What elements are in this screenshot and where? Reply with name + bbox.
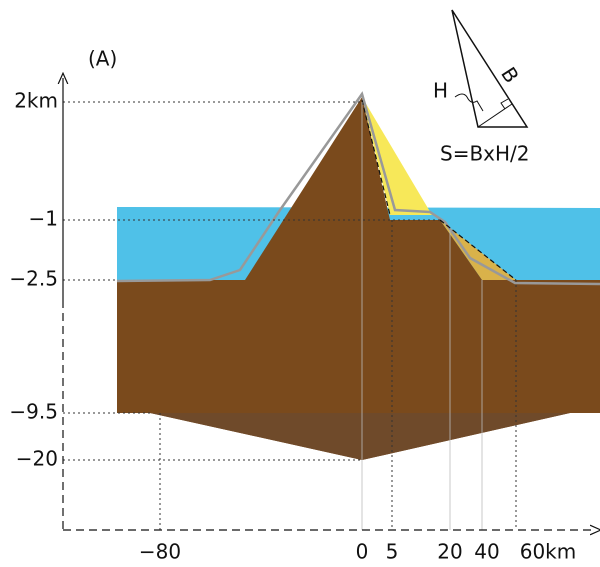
original-profile (439, 219, 517, 281)
y-label: −20 (16, 447, 58, 471)
x-label: 0 (356, 540, 369, 564)
crust (117, 97, 600, 460)
inset-base-label: B (496, 63, 524, 88)
inset-formula: S=BxH/2 (440, 142, 530, 166)
inset (451, 9, 529, 128)
x-label: 20 (437, 540, 462, 564)
y-label: −9.5 (9, 400, 58, 424)
x-label: 5 (386, 540, 399, 564)
y-label: −1 (29, 207, 58, 231)
eroded-profile (116, 91, 600, 286)
panel-label: (A) (88, 47, 117, 71)
eroded-area (362, 97, 432, 215)
guides (63, 101, 517, 530)
original-profile (361, 99, 391, 216)
x-label: 40 (474, 540, 499, 564)
x-label: 60km (520, 540, 577, 564)
inset-height-label: H (433, 79, 448, 103)
y-label: −2.5 (9, 267, 58, 291)
crust-root (117, 413, 600, 460)
x-label: −80 (139, 540, 181, 564)
y-label: 2km (14, 89, 58, 113)
